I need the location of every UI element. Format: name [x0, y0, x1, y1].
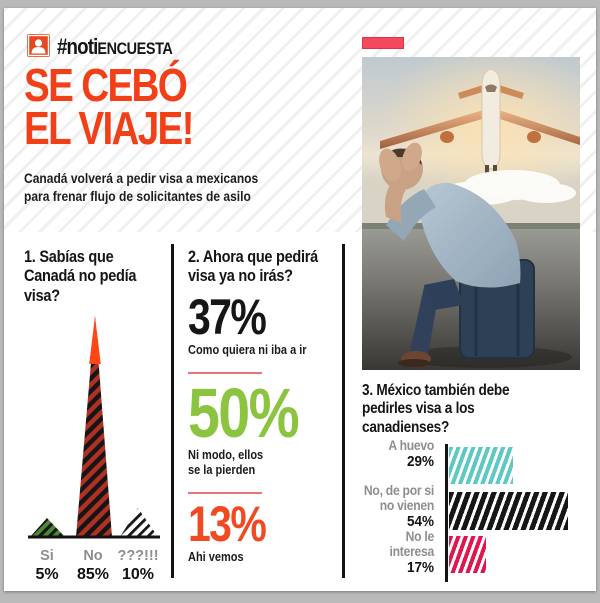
q3-title-line2: pedirles visa a los: [362, 400, 475, 418]
q2-caption-50: Ni modo, ellos se la pierden: [188, 448, 327, 479]
q2-title-line1: 2. Ahora que pedirá: [188, 248, 319, 266]
brand-caps: ENCUESTA: [97, 39, 173, 58]
page-title: SE CEBÓ EL VIAJE!: [24, 59, 195, 154]
q1-triangle-nose: [120, 508, 158, 537]
q1-label-nose: ???!!!: [117, 548, 158, 564]
red-separator-1: [188, 371, 262, 374]
q2-caption-37: Como quiera ni iba a ir: [188, 342, 307, 357]
q2-pct-37: 37%: [188, 288, 267, 345]
q3-axis-line: [445, 444, 448, 582]
q2-pct-13: 13%: [188, 495, 267, 552]
q3-label-novienen-line2: no vienen: [379, 498, 435, 514]
q3-label-ahuevo: A huevo 29%: [317, 438, 434, 470]
question-1-title: 1. Sabías que Canadá no pedía visa?: [24, 248, 136, 306]
q2-caption-50-line2: se la pierden: [188, 463, 256, 478]
photo-man-suitcase: [362, 42, 600, 370]
q1-triangle-no: [76, 316, 112, 537]
q1-triangle-chart: Si No ???!!! 5% 85% 10%: [18, 308, 170, 591]
q2-caption-13: Ahi vemos: [188, 549, 244, 564]
q3-pct-ahuevo: 29%: [406, 453, 434, 471]
question-2-title: 2. Ahora que pedirá visa ya no irás?: [188, 248, 327, 287]
q3-title-line3: canadienses?: [362, 418, 450, 436]
q3-label-nointeresa-line1: No le: [405, 529, 435, 544]
person-icon: [27, 34, 50, 57]
airplane-icon: [380, 68, 580, 174]
subtitle-line1: Canadá volverá a pedir visa a mexicanos: [24, 170, 259, 186]
q1-title-line1: 1. Sabías que: [24, 248, 114, 266]
q1-pct-si: 5%: [35, 566, 58, 583]
divider-1: [171, 244, 174, 578]
brand-hash: #noti: [57, 34, 98, 59]
q3-pct-nointeresa: 17%: [406, 559, 434, 577]
q3-pct-novienen: 54%: [406, 513, 434, 531]
q1-triangle-si: [30, 518, 65, 537]
q3-label-ahuevo-text: A huevo: [388, 438, 434, 453]
q3-bar: [449, 536, 486, 573]
q1-triangle-no-tip: [89, 316, 101, 364]
red-flag-mark: [362, 37, 404, 49]
man-figure: [379, 142, 535, 367]
page-subtitle: Canadá volverá a pedir visa a mexicanos …: [24, 169, 258, 205]
q3-title-line1: 3. México también debe: [362, 382, 510, 399]
q3-label-novienen-line1: No, de por si: [363, 483, 434, 498]
q1-title-line2: Canadá no pedía: [24, 267, 137, 286]
question-2: 2. Ahora que pedirá visa ya no irás? 37%…: [188, 248, 346, 565]
red-separator-2: [188, 491, 262, 494]
page-title-line1: SE CEBÓ: [24, 59, 188, 111]
question-3-title: 3. México también debe pedirles visa a l…: [362, 382, 510, 437]
page-title-line2: EL VIAJE!: [24, 101, 195, 154]
q2-pct-50: 50%: [188, 373, 300, 452]
q3-label-novienen: No, de por si no vienen 54%: [317, 483, 434, 530]
divider-2: [342, 244, 345, 578]
q1-pct-no: 85%: [77, 566, 109, 583]
q2-caption-50-line1: Ni modo, ellos: [188, 447, 264, 462]
q3-bar: [449, 492, 568, 530]
q3-bar: [449, 447, 513, 484]
q3-label-nointeresa: No le interesa 17%: [317, 529, 435, 577]
infographic-card: #notiENCUESTA SE CEBÓ EL VIAJE! Canadá v…: [4, 8, 600, 591]
q1-label-no: No: [83, 548, 102, 564]
subtitle-line2: para frenar flujo de solicitantes de asi…: [24, 188, 251, 205]
q1-pct-nose: 10%: [122, 566, 154, 583]
q2-title-line2: visa ya no irás?: [188, 267, 293, 286]
q3-label-nointeresa-line2: interesa: [389, 544, 435, 560]
q1-label-si: Si: [40, 548, 54, 564]
q1-title-line3: visa?: [24, 286, 60, 305]
brand-title: #notiENCUESTA: [57, 34, 173, 60]
